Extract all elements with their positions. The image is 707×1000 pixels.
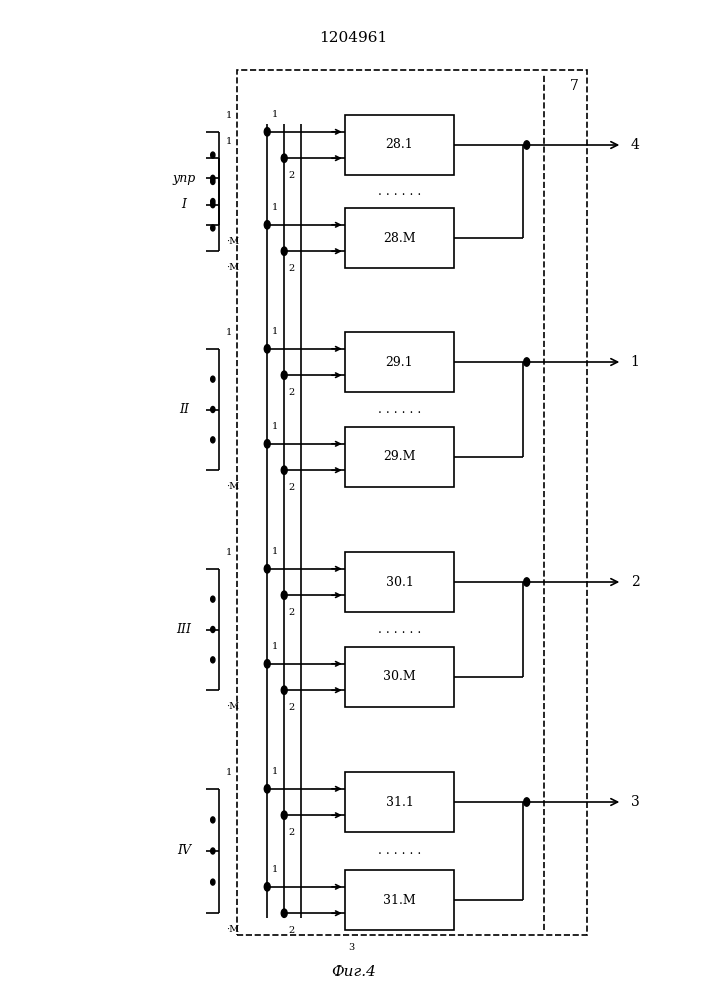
Text: ·M: ·M [226,263,240,272]
Text: 31.M: 31.M [383,894,416,906]
Circle shape [264,883,270,891]
Text: 1: 1 [271,865,278,874]
Text: 29.M: 29.M [383,450,416,464]
Circle shape [264,221,270,229]
Bar [344,208,454,268]
Text: 30.1: 30.1 [385,576,414,588]
Text: . . . . . .: . . . . . . [378,623,421,636]
Text: III: III [176,623,192,636]
Bar [344,870,454,930]
Text: 2: 2 [631,575,639,589]
Text: II: II [179,403,189,416]
Text: 30.M: 30.M [383,670,416,684]
Circle shape [211,437,215,443]
Text: 1: 1 [226,137,233,146]
Text: 1: 1 [271,547,278,556]
Circle shape [524,141,530,149]
Text: 1: 1 [226,548,233,557]
Bar [344,772,454,832]
Text: 2: 2 [288,828,295,837]
Text: 3: 3 [348,943,354,952]
Circle shape [211,376,215,382]
Text: 2: 2 [288,171,295,180]
Text: 2: 2 [288,264,295,273]
Bar [344,115,454,175]
Text: 2: 2 [288,483,295,492]
Text: 4: 4 [631,138,640,152]
Text: 1: 1 [226,328,233,337]
Text: I: I [181,198,187,211]
Circle shape [264,345,270,353]
Circle shape [264,565,270,573]
Text: ·M: ·M [226,702,240,711]
Text: 2: 2 [288,608,295,617]
Text: 29.1: 29.1 [385,356,414,368]
Circle shape [264,440,270,448]
Text: 2: 2 [288,388,295,397]
Text: . . . . . .: . . . . . . [378,403,421,416]
Circle shape [281,909,287,917]
Text: упр: упр [173,172,195,185]
Bar [344,647,454,707]
Text: 1: 1 [631,355,640,369]
Text: ·M: ·M [226,482,240,491]
Text: 1: 1 [226,768,233,777]
Circle shape [211,152,215,158]
Circle shape [211,406,215,412]
Circle shape [211,848,215,854]
Text: 1: 1 [271,767,278,776]
Circle shape [211,596,215,602]
Circle shape [281,154,287,162]
Text: . . . . . .: . . . . . . [378,185,421,198]
Circle shape [524,798,530,806]
Circle shape [281,811,287,819]
Circle shape [264,660,270,668]
Text: IV: IV [177,844,191,857]
Text: 7: 7 [570,79,578,93]
Text: . . . . . .: . . . . . . [378,844,421,857]
Circle shape [211,657,215,663]
Circle shape [281,247,287,255]
Circle shape [211,225,215,231]
Text: 1: 1 [271,422,278,431]
Bar [344,332,454,392]
Text: 28.M: 28.M [383,232,416,244]
Circle shape [281,591,287,599]
Text: 1204961: 1204961 [320,31,387,45]
Circle shape [264,128,270,136]
Circle shape [281,466,287,474]
Circle shape [524,358,530,366]
Text: 28.1: 28.1 [385,138,414,151]
Bar [344,427,454,487]
Circle shape [281,371,287,379]
Circle shape [524,578,530,586]
Circle shape [211,178,215,184]
Bar [237,70,587,935]
Bar [344,552,454,612]
Circle shape [281,686,287,694]
Text: Фиг.4: Фиг.4 [331,965,376,979]
Text: ·M: ·M [226,237,240,246]
Text: 1: 1 [271,327,278,336]
Text: 31.1: 31.1 [385,796,414,808]
Circle shape [211,202,215,208]
Circle shape [211,199,215,205]
Circle shape [264,785,270,793]
Text: 3: 3 [631,795,639,809]
Text: 1: 1 [271,110,278,119]
Circle shape [211,817,215,823]
Text: 2: 2 [288,926,295,935]
Circle shape [211,175,215,181]
Text: 1: 1 [271,642,278,651]
Circle shape [211,626,215,633]
Circle shape [211,879,215,885]
Text: 1: 1 [271,203,278,212]
Text: 1: 1 [226,111,233,120]
Text: 2: 2 [288,703,295,712]
Text: ·M: ·M [226,925,240,934]
